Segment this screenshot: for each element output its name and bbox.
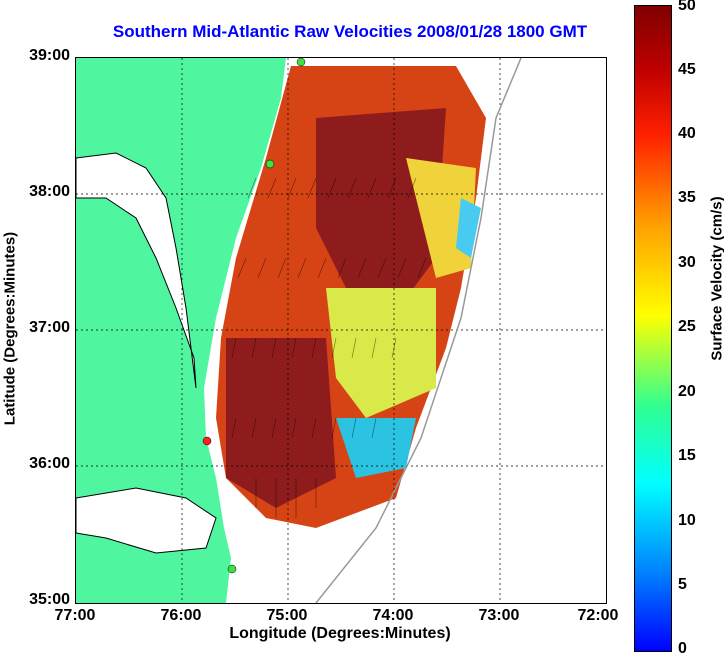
colorbar-tick: 0 (678, 640, 687, 657)
x-tick-label: 74:00 (372, 607, 414, 624)
velocity-field (216, 66, 486, 528)
x-tick-label: 72:00 (577, 607, 619, 624)
y-tick-label: 37:00 (29, 319, 70, 336)
y-tick-label: 35:00 (29, 591, 70, 608)
colorbar-tick: 45 (678, 61, 696, 78)
grid-lines (76, 58, 606, 603)
colorbar-tick: 40 (678, 125, 696, 142)
colorbar-tick: 50 (678, 0, 696, 14)
map-title: Southern Mid-Atlantic Raw Velocities 200… (112, 22, 588, 41)
y-axis-label: Latitude (Degrees:Minutes) (1, 231, 19, 426)
shelf-contour (315, 58, 522, 603)
x-tick-label: 73:00 (478, 607, 520, 624)
y-tick-label: 36:00 (29, 455, 70, 472)
colorbar-tick: 20 (678, 383, 696, 400)
colorbar-tick: 30 (678, 254, 696, 271)
x-tick-label: 77:00 (54, 607, 96, 624)
velocity-arrows (231, 177, 427, 518)
x-tick-label: 75:00 (266, 607, 308, 624)
colorbar-tick: 35 (678, 189, 696, 206)
colorbar (634, 5, 672, 652)
site-marker (227, 564, 237, 574)
site-marker (265, 159, 275, 169)
site-marker (202, 436, 212, 446)
colorbar-tick: 5 (678, 576, 687, 593)
pamlico-sound (76, 487, 217, 554)
colorbar-tick: 15 (678, 447, 696, 464)
colorbar-tick: 25 (678, 318, 696, 335)
colorbar-tick: 10 (678, 512, 696, 529)
y-tick-label: 38:00 (29, 183, 70, 200)
map-plot-area (75, 57, 607, 604)
map-canvas (76, 58, 606, 603)
y-tick-label: 39:00 (29, 47, 70, 64)
chesapeake-bay (76, 152, 197, 389)
site-marker (296, 58, 306, 67)
colorbar-label: Surface Velocity (cm/s) (708, 196, 724, 361)
x-axis-label: Longitude (Degrees:Minutes) (229, 625, 451, 642)
x-tick-label: 76:00 (160, 607, 202, 624)
